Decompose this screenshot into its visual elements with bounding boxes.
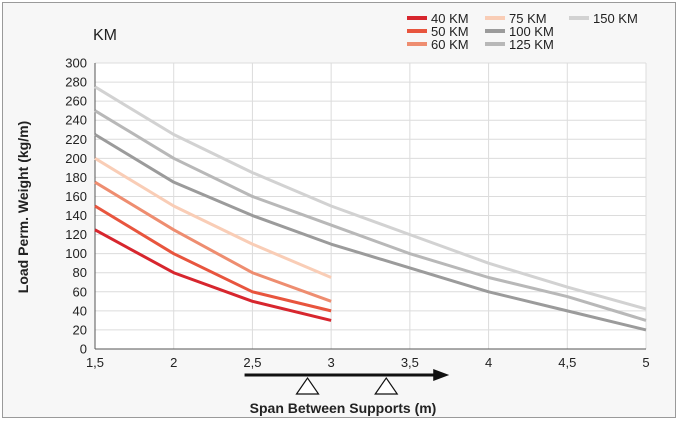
y-tick-label: 60 bbox=[73, 284, 87, 299]
x-tick-label: 4,5 bbox=[558, 355, 576, 370]
legend-label: 100 KM bbox=[509, 24, 554, 39]
legend-swatch bbox=[485, 16, 505, 20]
x-tick-label: 2,5 bbox=[243, 355, 261, 370]
y-tick-label: 220 bbox=[65, 132, 87, 147]
span-arrow-head bbox=[433, 369, 450, 381]
chart-frame: 0 20 40 60 80 100 120 140 160 180 200 220 240 260 280 3… bbox=[2, 2, 676, 418]
legend-swatch bbox=[407, 29, 427, 33]
x-tick-label: 3 bbox=[328, 355, 335, 370]
x-axis-title: Span Between Supports (m) bbox=[250, 400, 437, 416]
legend-swatch bbox=[407, 16, 427, 20]
plot-area bbox=[95, 63, 646, 349]
grid bbox=[94, 62, 647, 350]
y-tick-label: 300 bbox=[65, 56, 87, 71]
y-tick-label: 80 bbox=[73, 265, 87, 280]
x-tick-label: 4 bbox=[485, 355, 492, 370]
span-annotation bbox=[244, 369, 450, 395]
legend-label: 75 KM bbox=[509, 11, 547, 26]
legend-swatch bbox=[485, 29, 505, 33]
legend-label: 150 KM bbox=[593, 11, 638, 26]
y-axis-title: Load Perm. Weight (kg/m) bbox=[15, 121, 31, 293]
y-tick-label: 140 bbox=[65, 208, 87, 223]
series-line-5 bbox=[94, 133, 647, 332]
x-tick-label: 3,5 bbox=[401, 355, 419, 370]
legend-label: 125 KM bbox=[509, 37, 554, 52]
y-tick-label: 260 bbox=[65, 94, 87, 109]
legend-swatch bbox=[485, 42, 505, 46]
y-tick-label: 280 bbox=[65, 75, 87, 90]
y-tick-label: 40 bbox=[73, 303, 87, 318]
series-line-7 bbox=[94, 85, 647, 311]
axes: 0 20 40 60 80 100 120 140 160 180 200 220 240 260 280 3… bbox=[65, 56, 649, 371]
y-tick-label: 160 bbox=[65, 189, 87, 204]
x-tick-label: 1,5 bbox=[86, 355, 104, 370]
y-tick-label: 200 bbox=[65, 151, 87, 166]
series-line-4 bbox=[94, 157, 332, 279]
legend-label: 40 KM bbox=[431, 11, 469, 26]
support-triangle bbox=[374, 376, 399, 395]
series-line-2 bbox=[94, 204, 332, 313]
series-line-3 bbox=[94, 180, 332, 303]
series-lines bbox=[94, 85, 647, 332]
y-tick-label: 20 bbox=[73, 322, 87, 337]
series-line-1 bbox=[94, 228, 332, 322]
support-triangle bbox=[295, 376, 320, 395]
legend-swatch bbox=[407, 42, 427, 46]
x-tick-label: 2 bbox=[170, 355, 177, 370]
line-chart: 0 20 40 60 80 100 120 140 160 180 200 220 240 260 280 3… bbox=[15, 11, 650, 416]
x-tick-label: 5 bbox=[642, 355, 649, 370]
y-tick-label: 240 bbox=[65, 113, 87, 128]
y-tick-label: 120 bbox=[65, 227, 87, 242]
y-tick-label: 100 bbox=[65, 246, 87, 261]
chart-title: KM bbox=[93, 27, 117, 44]
legend-label: 60 KM bbox=[431, 37, 469, 52]
y-tick-label: 0 bbox=[80, 342, 87, 357]
legend-label: 50 KM bbox=[431, 24, 469, 39]
series-line-6 bbox=[94, 109, 647, 322]
y-tick-label: 180 bbox=[65, 170, 87, 185]
legend-swatch bbox=[569, 16, 589, 20]
